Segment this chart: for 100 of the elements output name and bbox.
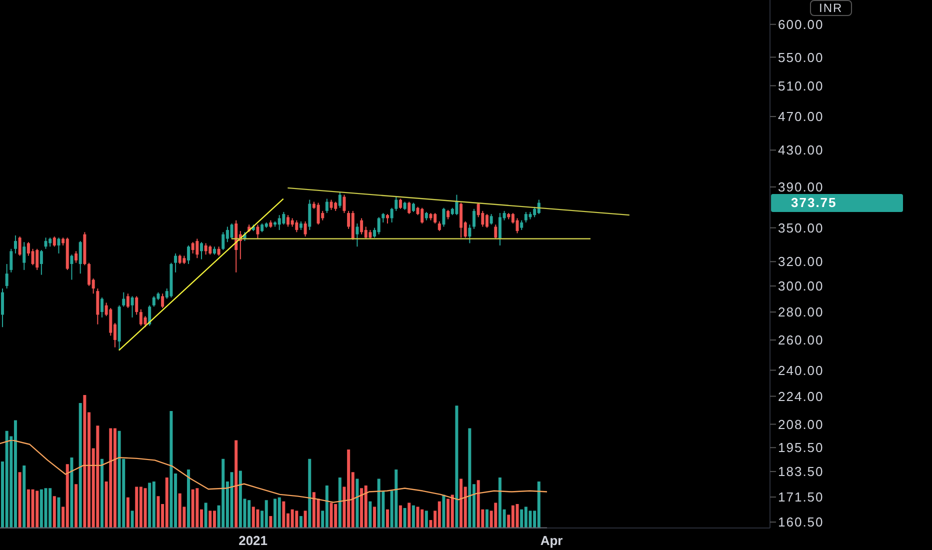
bar xyxy=(485,509,488,528)
y-tick-label: 470.00 xyxy=(778,109,824,124)
candlestick xyxy=(22,242,26,270)
candlestick xyxy=(308,199,312,230)
y-tick-label: 600.00 xyxy=(778,16,824,32)
bar xyxy=(438,501,441,528)
candlestick xyxy=(256,224,260,240)
candlestick xyxy=(342,194,346,214)
bar xyxy=(31,489,34,528)
candlestick xyxy=(217,246,220,256)
y-tick-label: 171.50 xyxy=(778,490,824,505)
bar xyxy=(377,478,380,528)
x-tick-label: Apr xyxy=(540,533,563,548)
bar xyxy=(5,430,8,528)
candlestick xyxy=(109,308,112,336)
bar xyxy=(424,510,428,528)
bar xyxy=(139,486,142,528)
bar xyxy=(520,509,524,528)
bar xyxy=(100,458,104,528)
candlestick xyxy=(1,288,4,328)
bar xyxy=(524,506,528,528)
candlestick xyxy=(316,202,320,226)
candlestick xyxy=(10,248,13,273)
candlestick xyxy=(533,206,536,218)
bar xyxy=(368,501,372,528)
candlestick xyxy=(144,316,147,328)
bar xyxy=(356,478,359,528)
bar xyxy=(70,458,74,528)
y-tick-label: 550.00 xyxy=(778,50,824,65)
bar xyxy=(78,402,82,528)
bar xyxy=(278,497,281,528)
candlestick xyxy=(191,242,194,254)
bar xyxy=(274,498,277,528)
candlestick xyxy=(360,218,364,235)
bar xyxy=(403,508,406,528)
candlestick xyxy=(408,201,411,215)
candlestick xyxy=(70,254,74,280)
y-tick-label: 300.00 xyxy=(778,278,824,294)
bar xyxy=(334,504,338,528)
candlestick xyxy=(438,220,441,232)
bar xyxy=(386,509,389,528)
y-tick-label: 510.00 xyxy=(778,78,824,94)
candlestick xyxy=(455,194,458,216)
candlestick xyxy=(36,248,39,270)
bar xyxy=(148,482,152,528)
bar xyxy=(325,485,328,528)
candlestick xyxy=(57,237,60,254)
bar xyxy=(295,510,298,528)
bar xyxy=(308,458,312,528)
y-tick-label: 430.00 xyxy=(778,142,824,158)
bar xyxy=(360,488,364,528)
bar xyxy=(66,464,69,528)
bar xyxy=(330,502,333,528)
bar xyxy=(135,486,138,528)
candlestick xyxy=(122,292,126,308)
bar xyxy=(304,510,307,528)
bar xyxy=(156,496,160,528)
candlestick xyxy=(377,216,380,235)
bar xyxy=(537,481,540,528)
candlestick xyxy=(516,218,519,234)
bar xyxy=(516,504,519,528)
candlestick xyxy=(126,293,130,309)
candlestick xyxy=(278,214,281,230)
candlestick xyxy=(5,263,8,290)
candlestick xyxy=(178,254,182,264)
y-tick-label: 195.50 xyxy=(778,440,824,456)
candlestick xyxy=(230,223,234,240)
bar xyxy=(212,510,216,528)
candlestick xyxy=(78,240,82,274)
bar xyxy=(109,428,112,528)
bar xyxy=(52,496,56,528)
text: 373.75 xyxy=(771,194,903,212)
candlestick xyxy=(152,296,156,308)
bar xyxy=(420,509,424,528)
candlestick xyxy=(412,202,415,212)
bar xyxy=(398,505,402,528)
x-tick-label: 2021 xyxy=(238,533,268,548)
bar xyxy=(416,506,420,528)
candlestick xyxy=(446,209,450,220)
bar xyxy=(130,510,134,528)
bar xyxy=(18,472,22,528)
candlestick xyxy=(174,252,178,273)
bar xyxy=(282,501,286,528)
bar xyxy=(83,395,86,528)
candlestick xyxy=(14,234,17,254)
bar xyxy=(74,484,78,528)
candlestick xyxy=(325,198,328,214)
y-tick-label: 260.00 xyxy=(778,332,824,348)
bar xyxy=(269,516,272,528)
candlestick xyxy=(386,214,389,224)
candlestick xyxy=(442,207,446,228)
bar xyxy=(364,485,368,528)
candlestick xyxy=(295,220,298,233)
bar xyxy=(22,465,26,528)
y-tick-label: 320.00 xyxy=(778,254,824,270)
bar xyxy=(144,488,147,528)
bar xyxy=(187,469,190,528)
bar xyxy=(170,410,173,528)
candlestick xyxy=(420,207,424,224)
bar xyxy=(57,497,60,528)
